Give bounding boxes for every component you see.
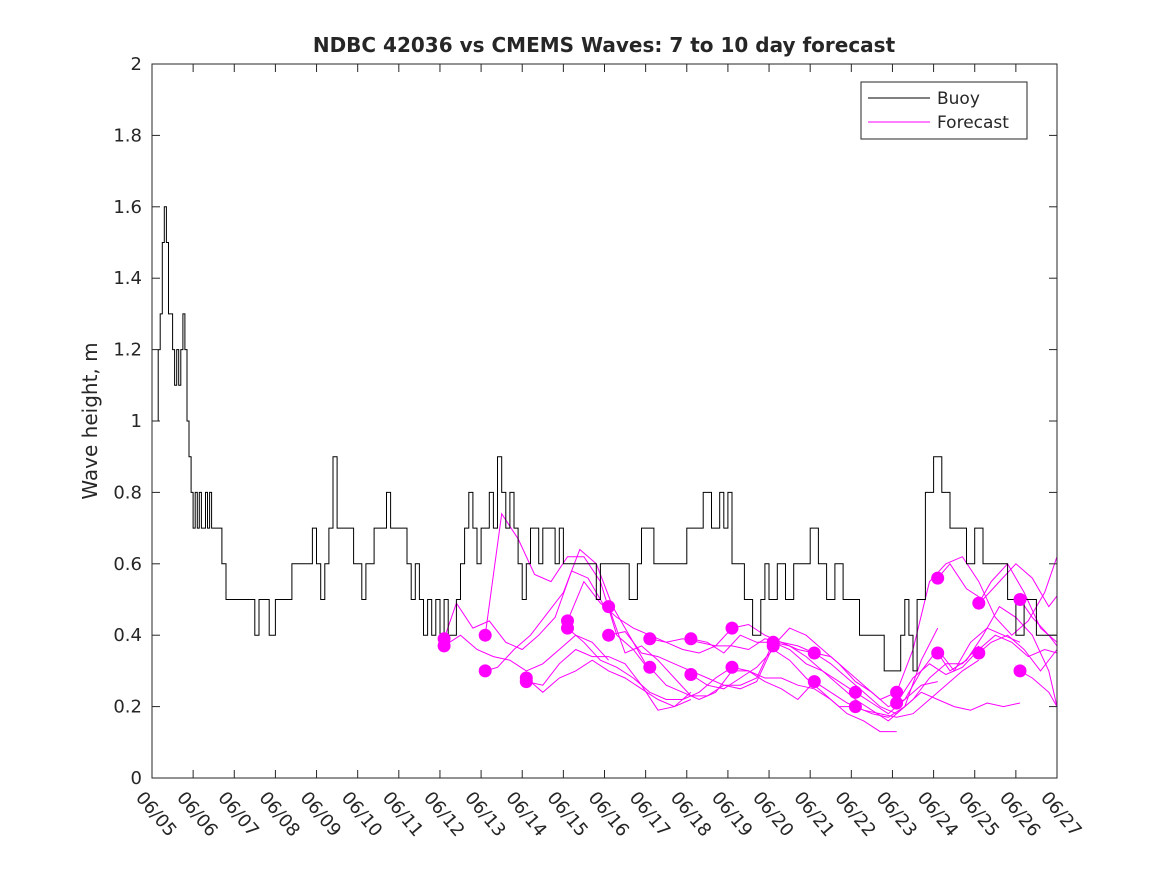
forecast-line-17	[772, 627, 939, 722]
forecast-line-1	[443, 570, 605, 651]
forecast-line-22	[855, 691, 1021, 718]
forecast-line-11	[649, 638, 815, 654]
forecast-line-23	[896, 556, 1058, 693]
y-axis-label: Wave height, m	[78, 342, 102, 499]
forecast-start-point-24	[890, 696, 904, 710]
forecast-start-point-10	[602, 628, 616, 642]
forecast-line-19	[814, 645, 980, 715]
legend-label-buoy: Buoy	[937, 89, 980, 109]
forecast-line-5	[525, 659, 692, 708]
forecast-start-point-21	[848, 685, 862, 699]
forecast-start-point-22	[848, 700, 862, 714]
y-tick-label: 1.8	[113, 125, 142, 146]
forecast-start-point-30	[1013, 664, 1027, 678]
forecast-line-3	[484, 512, 651, 672]
forecast-start-point-16	[725, 660, 739, 674]
forecast-start-point-18	[766, 639, 780, 653]
forecast-start-point-9	[602, 600, 616, 614]
chart-title: NDBC 42036 vs CMEMS Waves: 7 to 10 day f…	[313, 33, 896, 57]
forecast-start-point-25	[931, 571, 945, 585]
forecast-start-point-2	[437, 639, 451, 653]
buoy-line	[152, 206, 1057, 672]
forecast-start-point-11	[643, 632, 657, 646]
forecast-line-20	[814, 659, 980, 718]
forecast-start-point-27	[972, 596, 986, 610]
forecast-line-27	[978, 562, 1058, 643]
legend-label-forecast: Forecast	[937, 113, 1009, 133]
y-axis: 0 0.2 0.4 0.6 0.8 1 1.2 1.4 1.6 1.8 2	[113, 54, 1057, 789]
y-tick-label: 1	[131, 411, 142, 432]
forecast-line-16	[731, 666, 897, 733]
forecast-start-point-14	[684, 668, 698, 681]
y-tick-label: 0.2	[113, 697, 142, 718]
forecast-start-point-29	[1013, 593, 1027, 606]
forecast-start-point-28	[972, 646, 986, 660]
forecast-line-28	[978, 634, 1058, 672]
forecast-line-18	[772, 627, 938, 708]
forecast-line-29	[1019, 599, 1058, 647]
y-tick-label: 2	[131, 54, 142, 75]
forecast-line-2	[443, 634, 609, 672]
forecast-line-4	[485, 548, 647, 672]
forecast-start-point-4	[478, 664, 492, 678]
forecast-start-point-23	[890, 685, 904, 699]
y-tick-label: 0	[131, 768, 142, 789]
legend-box	[860, 81, 1028, 140]
forecast-start-point-20	[807, 675, 821, 689]
forecast-start-point-8	[561, 621, 574, 635]
forecast-line-26	[937, 605, 1058, 707]
plot-area	[152, 206, 1058, 733]
y-tick-label: 1.2	[113, 340, 142, 361]
forecast-line-8	[567, 627, 733, 700]
forecast-start-point-26	[931, 646, 945, 660]
y-tick-label: 0.4	[113, 625, 142, 646]
forecast-start-point-15	[725, 621, 739, 635]
y-tick-label: 1.6	[113, 197, 142, 218]
legend: Buoy Forecast	[860, 81, 1028, 140]
forecast-start-point-12	[643, 660, 657, 674]
y-tick-label: 1.4	[113, 268, 142, 289]
forecast-start-point-6	[519, 675, 533, 689]
forecast-line-25	[937, 562, 1058, 608]
forecast-start-point-13	[684, 632, 698, 646]
y-tick-label: 0.6	[113, 554, 142, 575]
forecast-start-point-3	[478, 628, 492, 642]
forecast-start-point-19	[807, 646, 821, 660]
forecast-line-6	[526, 648, 692, 711]
forecast-line-30	[1019, 670, 1058, 707]
y-tick-label: 0.8	[113, 482, 142, 503]
